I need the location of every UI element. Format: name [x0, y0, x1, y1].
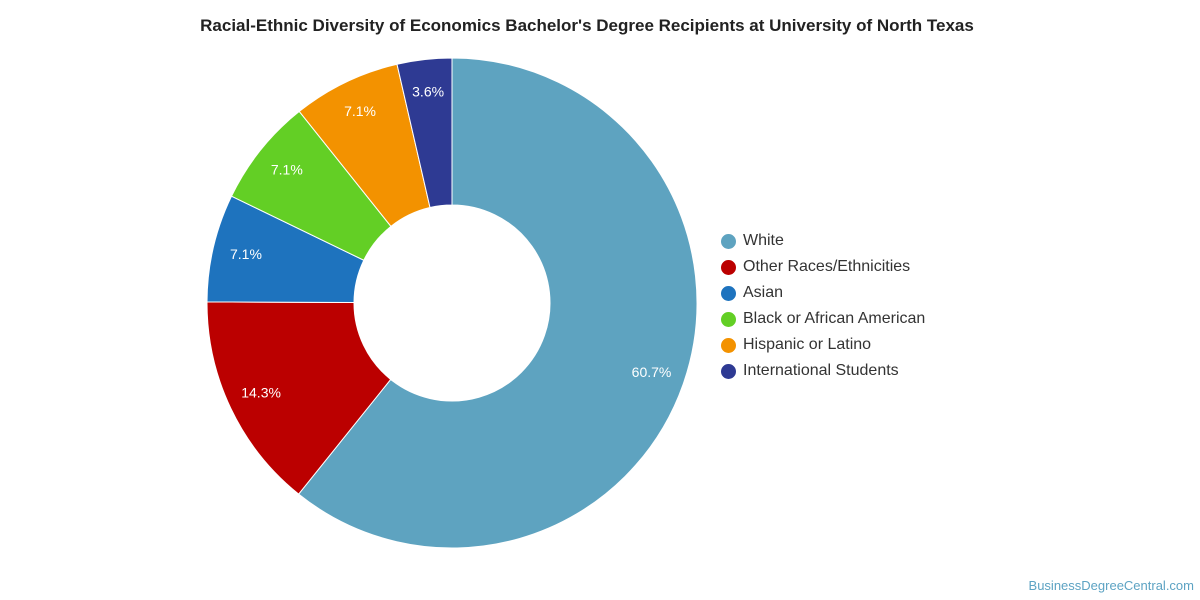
legend-dot-icon [721, 337, 736, 353]
legend-label: Black or African American [743, 310, 926, 327]
legend-item-international-students[interactable]: International Students [721, 358, 925, 384]
chart-legend: White Other Races/Ethnicities Asian Black o… [721, 228, 925, 384]
legend-dot-icon [721, 285, 736, 301]
slice-label-asian: 7.1% [230, 246, 262, 262]
slice-white[interactable] [297, 57, 698, 549]
legend-dot-icon [721, 311, 736, 327]
legend-dot-icon [721, 363, 736, 379]
slice-international-students[interactable] [396, 57, 453, 209]
legend-dot-icon [721, 259, 736, 275]
chart-title: Racial-Ethnic Diversity of Economics Bac… [200, 16, 974, 35]
slice-label-black-or-african-american: 7.1% [271, 162, 303, 178]
legend-label: Other Races/Ethnicities [743, 258, 911, 275]
source-link[interactable]: BusinessDegreeCentral.com [1028, 578, 1194, 593]
legend-label: Hispanic or Latino [743, 336, 872, 353]
legend-item-other-races-ethnicities[interactable]: Other Races/Ethnicities [721, 254, 925, 280]
legend-label: Asian [743, 284, 784, 301]
slice-label-other-races-ethnicities: 14.3% [241, 385, 281, 401]
legend-label: White [743, 232, 784, 249]
slice-label-white: 60.7% [632, 364, 672, 380]
slice-label-hispanic-or-latino: 7.1% [344, 103, 376, 119]
legend-item-hispanic-or-latino[interactable]: Hispanic or Latino [721, 332, 925, 358]
legend-label: International Students [743, 362, 899, 379]
legend-item-black-or-african-american[interactable]: Black or African American [721, 306, 925, 332]
slice-other-races-ethnicities[interactable] [206, 301, 392, 495]
legend-dot-icon [721, 233, 736, 249]
legend-item-white[interactable]: White [721, 228, 925, 254]
legend-item-asian[interactable]: Asian [721, 280, 925, 306]
slice-label-international-students: 3.6% [412, 84, 444, 100]
